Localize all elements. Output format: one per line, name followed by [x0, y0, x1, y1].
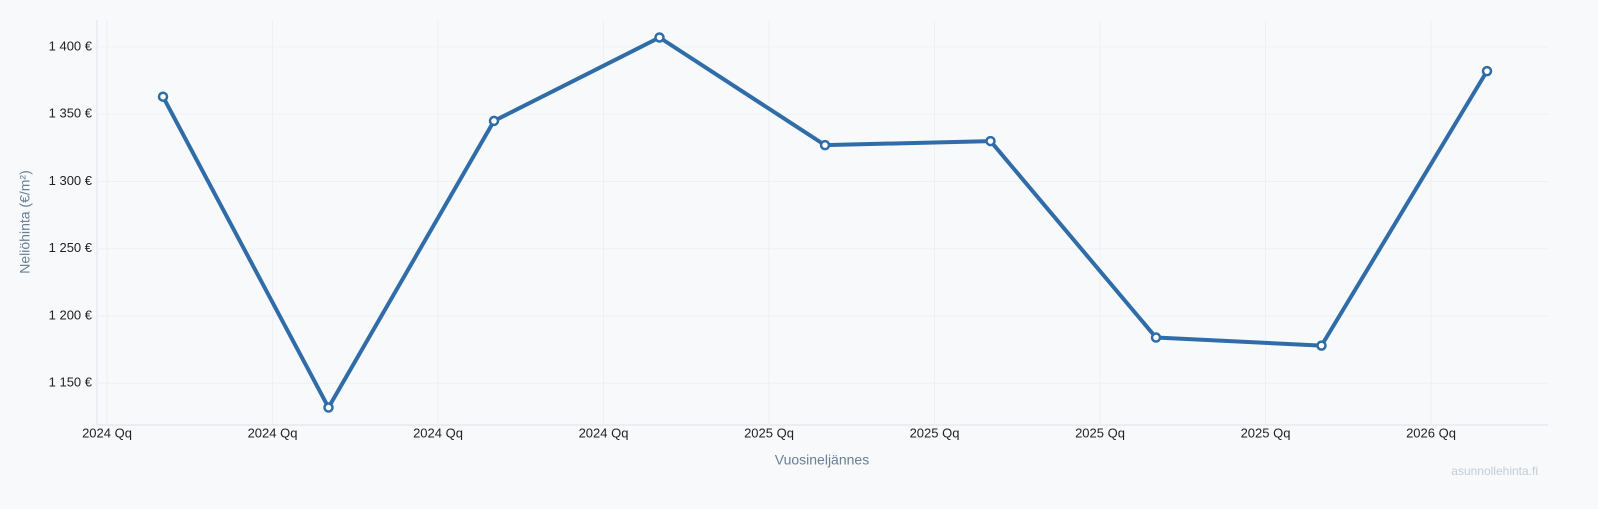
- watermark: asunnollehinta.fi: [1451, 464, 1538, 478]
- point: [323, 402, 334, 413]
- point: [1316, 340, 1327, 351]
- line: [161, 35, 1489, 410]
- x-tick-label: 2025 Qq: [1241, 425, 1291, 440]
- point: [1150, 332, 1162, 343]
- point: [157, 91, 169, 102]
- x-axis-title: Vuosineljännes: [775, 452, 869, 468]
- x-tick-label: 2024 Qq: [82, 425, 132, 440]
- y-tick-label: 1 200 €: [49, 307, 93, 322]
- point: [819, 139, 831, 151]
- point: [488, 115, 500, 127]
- x-tick-label: 2025 Qq: [1075, 425, 1125, 440]
- point: [654, 32, 665, 43]
- x-tick-label: 2024 Qq: [413, 425, 463, 440]
- y-axis-title: Neliöhinta (€/m²): [17, 170, 33, 273]
- y-tick-label: 1 400 €: [49, 38, 93, 53]
- x-tick-label: 2025 Qq: [910, 425, 960, 440]
- point: [985, 135, 996, 147]
- x-tick-label: 2024 Qq: [248, 425, 298, 440]
- x-tick-label: 2025 Qq: [744, 425, 794, 440]
- x-tick-label: 2026 Qq: [1406, 425, 1456, 440]
- point: [1481, 65, 1493, 77]
- x-tick-label: 2024 Qq: [579, 425, 629, 440]
- y-tick-label: 1 300 €: [49, 173, 93, 188]
- y-tick-label: 1 250 €: [49, 240, 93, 255]
- y-tick-label: 1 150 €: [49, 375, 93, 390]
- y-tick-label: 1 350 €: [49, 106, 93, 121]
